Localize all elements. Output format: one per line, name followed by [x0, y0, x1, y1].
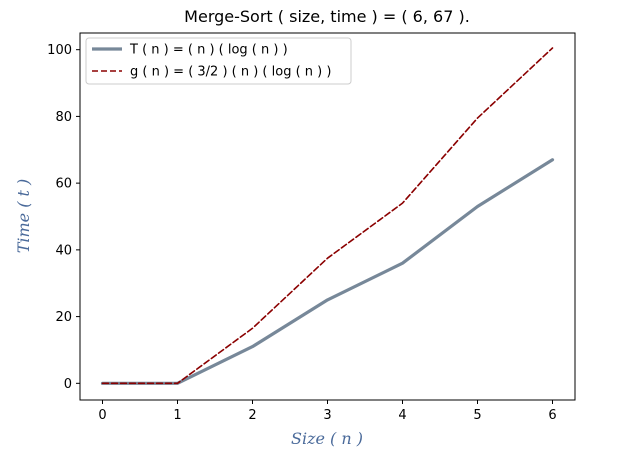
- y-tick-label: 20: [55, 310, 72, 325]
- y-tick-label: 60: [55, 177, 72, 192]
- chart-title: Merge-Sort ( size, time ) = ( 6, 67 ).: [184, 7, 470, 26]
- series-line-1: [100, 158, 555, 385]
- plot-frame: [79, 32, 576, 401]
- x-axis-label: Size ( n ): [291, 429, 363, 448]
- y-axis-ticks: 0 20 40 60 80 100: [47, 43, 80, 392]
- y-tick-label: 40: [55, 243, 72, 258]
- legend-label-2: g ( n ) = ( 3/2 ) ( n ) ( log ( n ) ): [130, 65, 331, 80]
- x-tick-label: 2: [248, 408, 256, 423]
- x-tick-label: 1: [173, 408, 181, 423]
- y-tick-label: 80: [55, 110, 72, 125]
- x-tick-label: 0: [98, 408, 106, 423]
- x-tick-label: 4: [398, 408, 406, 423]
- x-tick-label: 3: [323, 408, 331, 423]
- legend: T ( n ) = ( n ) ( log ( n ) ) g ( n ) = (…: [85, 37, 352, 85]
- y-tick-label: 100: [47, 43, 72, 58]
- y-axis-label: Time ( t ): [14, 179, 33, 254]
- y-tick-label: 0: [64, 377, 72, 392]
- series-layer: [100, 47, 555, 385]
- x-tick-label: 5: [473, 408, 481, 423]
- series-line-2: [101, 47, 554, 385]
- x-tick-label: 6: [548, 408, 556, 423]
- legend-box: [85, 37, 352, 85]
- legend-label-1: T ( n ) = ( n ) ( log ( n ) ): [129, 43, 288, 58]
- x-axis-ticks: 0 1 2 3 4 5 6: [98, 400, 557, 423]
